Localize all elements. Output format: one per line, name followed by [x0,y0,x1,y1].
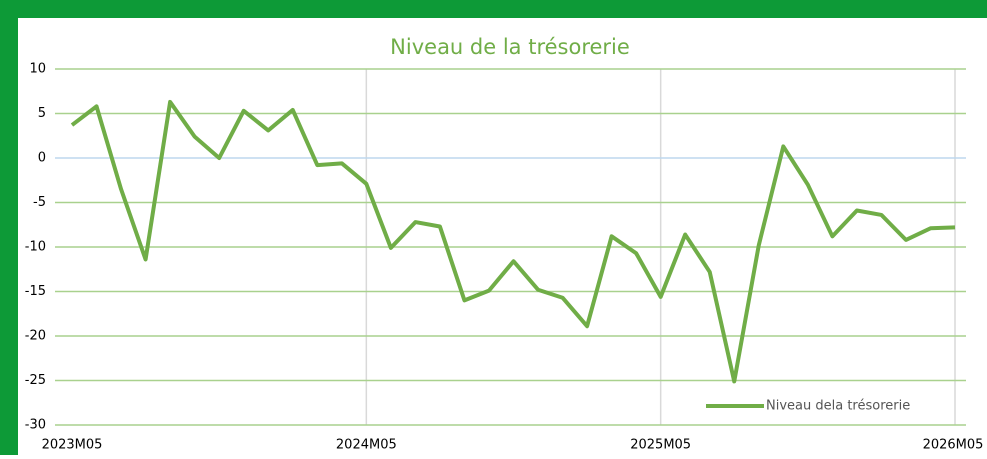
y-tick-label: -30 [25,418,46,433]
y-tick-label: 5 [38,106,46,121]
y-tick-label: -15 [25,284,46,299]
legend-label: Niveau dela trésorerie [766,399,910,414]
chart-title: Niveau de la trésorerie [390,35,630,59]
x-tick-label: 2026M05 [923,438,984,453]
line-series [70,99,956,384]
y-tick-label: -25 [25,373,46,388]
x-tick-label: 2023M05 [42,438,103,453]
y-tick-label: -10 [25,240,46,255]
y-tick-label: -20 [25,329,46,344]
x-tick-label: 2024M05 [336,438,397,453]
y-tick-label: 10 [29,62,46,77]
y-tick-label: 0 [38,151,46,166]
y-tick-label: -5 [33,195,46,210]
chart-area [18,18,987,455]
x-tick-label: 2025M05 [630,438,691,453]
